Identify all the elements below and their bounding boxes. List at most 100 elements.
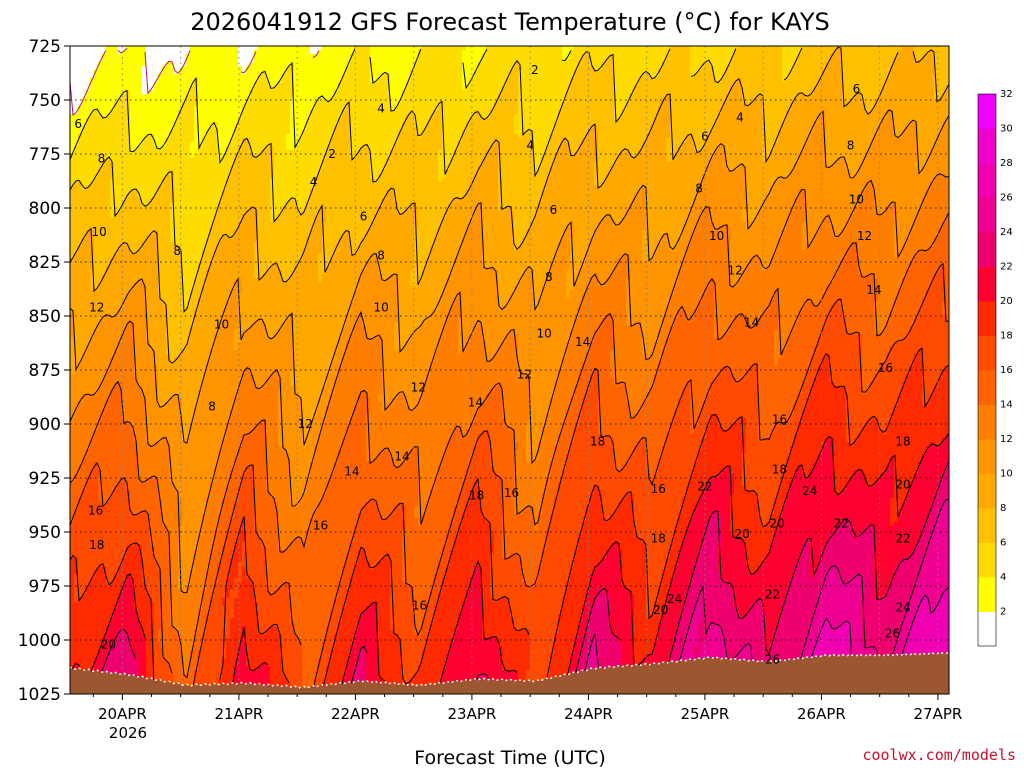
temperature-cell: [790, 46, 795, 71]
temperature-cell: [570, 330, 575, 399]
temperature-cell: [650, 354, 655, 387]
temperature-cell: [686, 46, 691, 135]
temperature-cell: [450, 306, 455, 435]
temperature-cell: [134, 658, 139, 694]
temperature-cell: [682, 142, 687, 227]
temperature-cell: [86, 346, 91, 395]
temperature-cell: [218, 46, 223, 163]
temperature-cell: [114, 382, 119, 487]
temperature-cell: [906, 270, 911, 335]
temperature-cell: [890, 414, 895, 459]
temperature-cell: [898, 562, 903, 631]
temperature-cell: [394, 106, 399, 143]
temperature-cell: [854, 334, 859, 439]
temperature-cell: [334, 350, 339, 379]
temperature-cell: [498, 346, 503, 383]
temperature-cell: [926, 446, 931, 519]
temperature-cell: [370, 602, 375, 694]
temperature-cell: [534, 458, 539, 531]
temperature-cell: [478, 62, 483, 115]
temperature-cell: [78, 106, 83, 135]
temperature-cell: [150, 134, 155, 199]
temperature-cell: [874, 102, 879, 135]
temperature-cell: [434, 110, 439, 239]
temperature-cell: [798, 190, 803, 311]
temperature-cell: [722, 582, 727, 639]
temperature-cell: [278, 390, 283, 447]
temperature-cell: [710, 66, 715, 131]
temperature-cell: [654, 602, 659, 643]
temperature-cell: [126, 294, 131, 323]
temperature-cell: [790, 210, 795, 331]
temperature-cell: [894, 570, 899, 643]
temperature-cell: [798, 558, 803, 663]
temperature-cell: [438, 298, 443, 339]
temperature-cell: [578, 414, 583, 535]
temperature-cell: [854, 538, 859, 575]
temperature-cell: [610, 218, 615, 275]
temperature-cell: [738, 538, 743, 619]
temperature-cell: [106, 502, 111, 587]
temperature-cell: [130, 290, 135, 323]
temperature-cell: [886, 206, 891, 323]
temperature-cell: [406, 210, 411, 343]
temperature-cell: [770, 46, 775, 151]
temperature-cell: [450, 642, 455, 694]
temperature-cell: [522, 46, 527, 135]
temperature-cell: [202, 286, 207, 379]
temperature-cell: [246, 434, 251, 467]
temperature-cell: [126, 90, 131, 195]
temperature-cell: [394, 466, 399, 507]
temperature-cell: [138, 622, 143, 694]
temperature-cell: [602, 438, 607, 519]
temperature-cell: [598, 222, 603, 287]
temperature-cell: [462, 438, 467, 483]
temperature-cell: [106, 114, 111, 159]
temperature-cell: [634, 534, 639, 667]
temperature-cell: [126, 490, 131, 547]
temperature-cell: [882, 330, 887, 363]
temperature-cell: [138, 514, 143, 547]
temperature-cell: [282, 674, 287, 694]
temperature-cell: [634, 194, 639, 323]
temperature-cell: [518, 514, 523, 559]
temperature-cell: [190, 650, 195, 691]
temperature-cell: [658, 458, 663, 587]
temperature-cell: [82, 354, 87, 395]
temperature-cell: [594, 230, 599, 275]
temperature-cell: [906, 494, 911, 559]
temperature-cell: [666, 138, 671, 163]
temperature-cell: [202, 634, 207, 694]
temperature-cell: [554, 254, 559, 383]
temperature-cell: [926, 546, 931, 599]
temperature-cell: [370, 178, 375, 223]
temperature-cell: [686, 486, 691, 527]
x-tick-label: 27APR: [913, 705, 962, 723]
temperature-cell: [698, 414, 703, 451]
temperature-cell: [426, 46, 431, 123]
temperature-cell: [938, 46, 943, 99]
temperature-cell: [946, 498, 949, 591]
temperature-cell: [610, 166, 615, 219]
temperature-cell: [182, 442, 187, 595]
colorbar-tick-label: 26: [1000, 193, 1013, 204]
temperature-cell: [250, 466, 255, 583]
temperature-cell: [894, 258, 899, 299]
temperature-cell: [926, 518, 931, 547]
colorbar-frame: [977, 93, 997, 647]
temperature-cell: [910, 226, 915, 263]
temperature-cell: [334, 250, 339, 351]
temperature-cell: [746, 46, 751, 107]
temperature-cell: [374, 46, 379, 83]
temperature-cell: [386, 278, 391, 407]
temperature-cell: [554, 446, 559, 499]
temperature-cell: [134, 542, 139, 611]
temperature-cell: [930, 150, 935, 183]
temperature-cell: [174, 490, 179, 631]
temperature-cell: [918, 250, 923, 311]
temperature-cell: [646, 262, 651, 359]
temperature-cell: [818, 562, 823, 595]
temperature-cell: [342, 110, 347, 235]
temperature-cell: [722, 146, 727, 227]
temperature-cell: [74, 46, 79, 115]
